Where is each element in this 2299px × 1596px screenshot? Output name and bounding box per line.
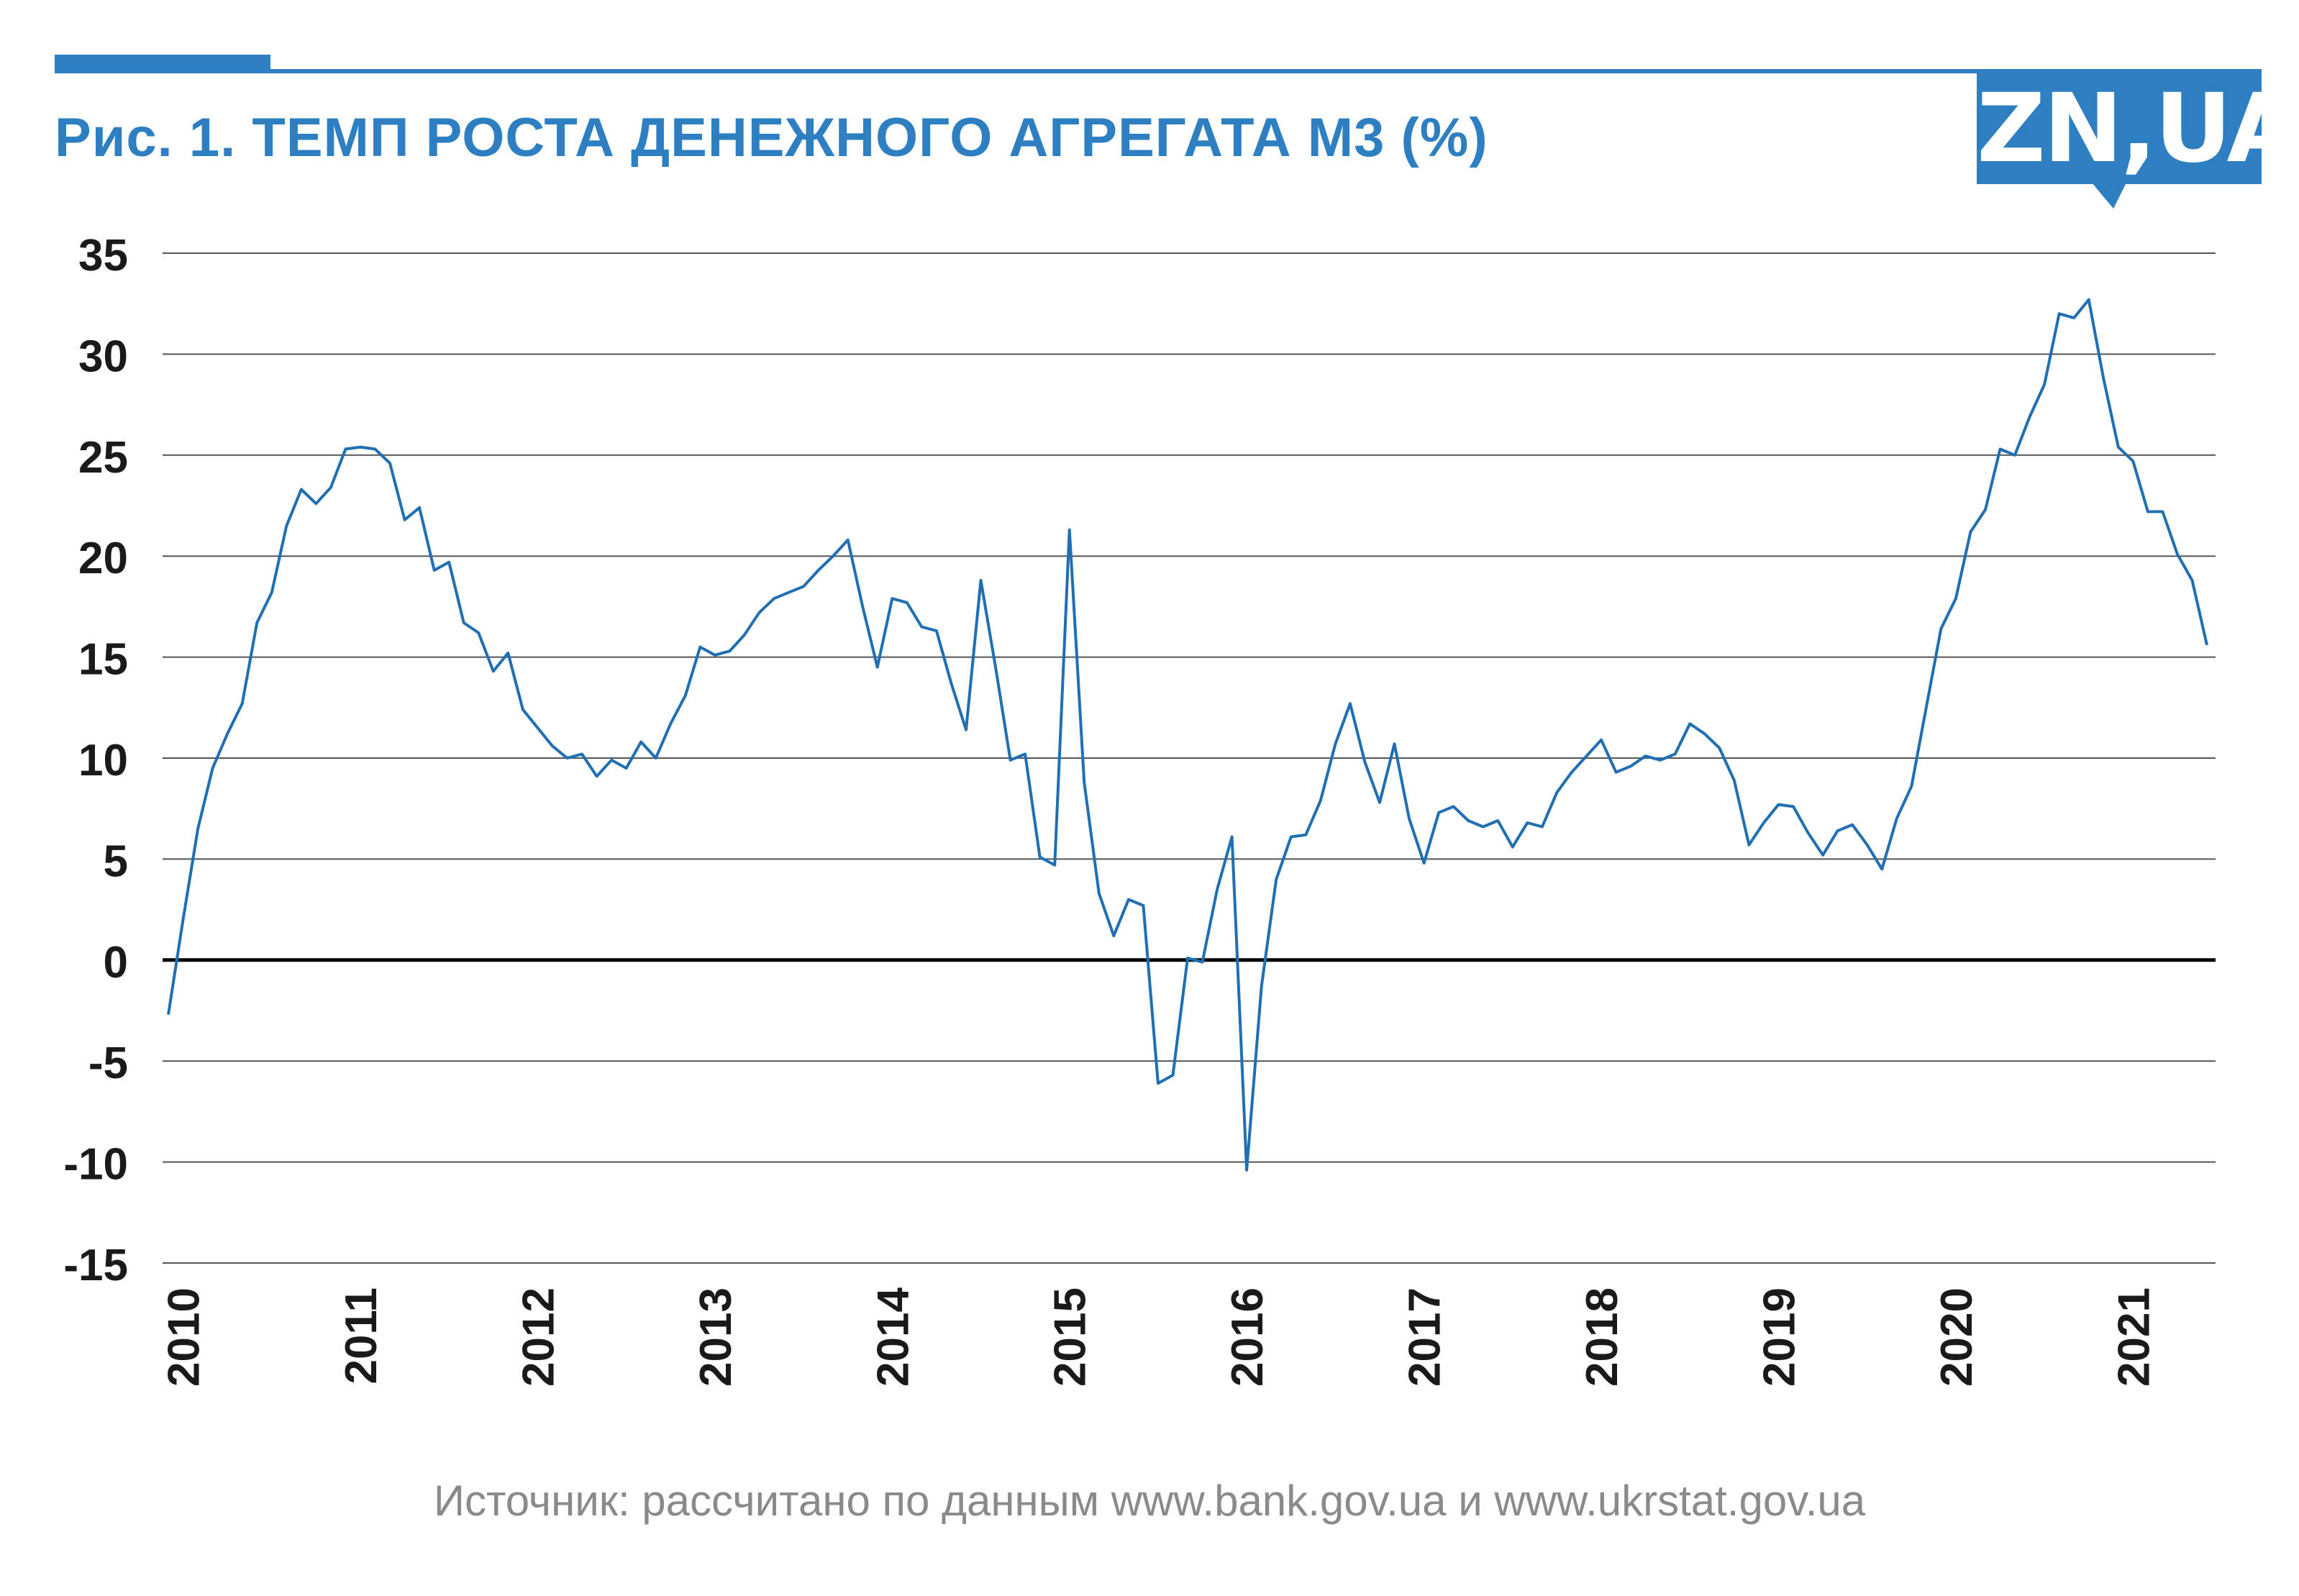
header-rule-accent [55, 55, 270, 73]
x-tick-label: 2021 [2109, 1287, 2159, 1387]
logo-text: ZN,UA [1977, 73, 2299, 184]
series-line [167, 298, 2208, 1172]
x-tick-label: 2011 [337, 1287, 386, 1385]
y-tick-label: 20 [78, 534, 128, 583]
x-tick-label: 2018 [1578, 1287, 1627, 1387]
y-axis-ticks: 35 30 25 20 15 10 5 0 -5 -10 -15 [63, 231, 128, 1290]
y-tick-label: 5 [104, 836, 128, 886]
chart-title: Рис. 1. ТЕМП РОСТА ДЕНЕЖНОГО АГРЕГАТА М3… [55, 107, 1488, 168]
y-tick-label: -5 [88, 1039, 128, 1088]
source-note: Источник: рассчитано по данным www.bank.… [433, 1477, 1866, 1525]
y-tick-label: -10 [63, 1140, 128, 1190]
logo-speech-tail-icon [2092, 183, 2126, 209]
x-tick-label: 2016 [1223, 1287, 1273, 1387]
zn-ua-logo[interactable]: ZN,UA [1977, 69, 2299, 184]
y-tick-label: 35 [78, 231, 128, 281]
x-axis-ticks: 2010 2011 2012 2013 2014 2015 2016 2017 2018 2019… [160, 1287, 2159, 1386]
x-tick-label: 2010 [160, 1287, 209, 1387]
y-tick-label: 30 [78, 332, 128, 381]
y-tick-label: 25 [78, 433, 128, 483]
y-tick-label: 10 [78, 736, 128, 785]
y-tick-label: 15 [78, 635, 128, 685]
x-tick-label: 2014 [868, 1287, 918, 1386]
x-tick-label: 2013 [691, 1287, 741, 1387]
y-tick-label: 0 [104, 938, 128, 988]
header-rule [55, 69, 1990, 73]
x-tick-label: 2012 [514, 1287, 563, 1387]
x-tick-label: 2020 [1932, 1287, 1982, 1387]
chart-grid [163, 252, 2216, 1264]
y-tick-label: -15 [63, 1241, 128, 1290]
x-tick-label: 2015 [1046, 1287, 1096, 1387]
x-tick-label: 2017 [1401, 1287, 1450, 1387]
series-group [167, 298, 2208, 1172]
x-tick-label: 2019 [1754, 1287, 1804, 1387]
